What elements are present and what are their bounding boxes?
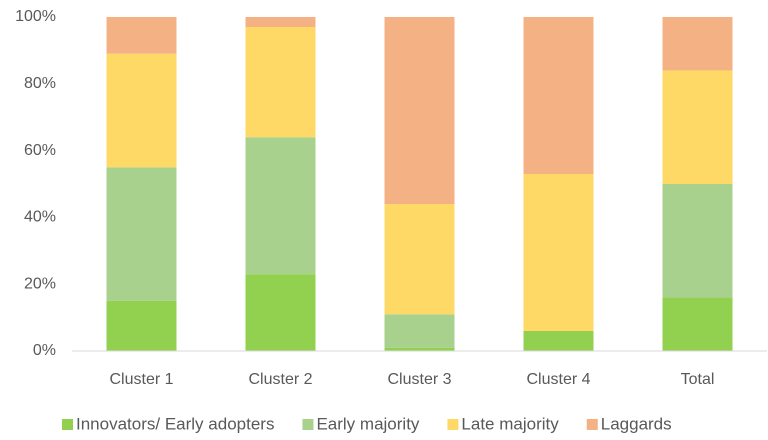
legend-swatch (62, 419, 73, 430)
bar-segment (662, 297, 733, 351)
x-tick-label: Cluster 3 (387, 371, 451, 388)
bar-segment (106, 167, 177, 301)
bar-segment (662, 70, 733, 184)
bar-segment (245, 27, 316, 138)
bar-segment (384, 347, 455, 351)
bar-segment (245, 17, 316, 28)
bar-segment (662, 184, 733, 298)
bar-segment (106, 53, 177, 168)
y-tick-label: 0% (33, 342, 56, 359)
legend-label: Innovators/ Early adopters (76, 414, 274, 433)
x-tick-label: Cluster 1 (109, 371, 173, 388)
x-tick-label: Cluster 2 (248, 371, 312, 388)
bar-segment (523, 173, 594, 331)
bar-segment (384, 314, 455, 348)
bar-segment (106, 300, 177, 351)
y-tick-label: 80% (24, 75, 56, 92)
y-tick-label: 100% (15, 8, 56, 25)
y-tick-label: 60% (24, 142, 56, 159)
bar-segment (384, 204, 455, 315)
bar-segment (384, 17, 455, 205)
legend-swatch (447, 419, 459, 430)
bar-segment (662, 17, 733, 71)
bar-segment (245, 274, 316, 351)
x-tick-label: Cluster 4 (526, 371, 590, 388)
bar-segment (106, 17, 177, 54)
x-tick-label: Total (681, 371, 715, 388)
bar-segment (523, 17, 594, 174)
bar-segment (523, 330, 594, 351)
legend-label: Late majority (461, 414, 559, 433)
y-tick-label: 20% (24, 275, 56, 292)
y-tick-label: 40% (24, 209, 56, 226)
legend-label: Laggards (601, 414, 672, 433)
legend-swatch (302, 419, 314, 430)
legend-swatch (586, 419, 598, 430)
bar-segment (245, 137, 316, 275)
legend-label: Early majority (316, 414, 419, 433)
